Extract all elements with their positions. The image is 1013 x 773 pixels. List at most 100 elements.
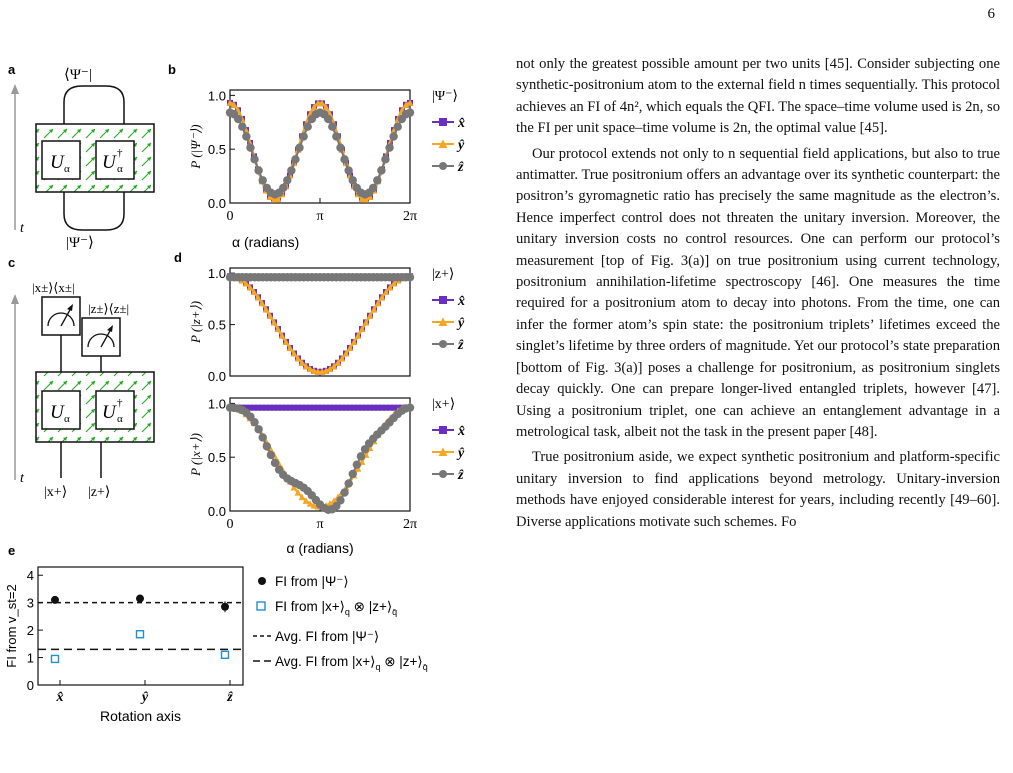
gate1-symbol: U bbox=[50, 402, 65, 423]
data-point bbox=[299, 404, 306, 411]
data-point bbox=[360, 445, 370, 454]
data-point bbox=[233, 114, 243, 124]
data-point bbox=[287, 404, 294, 411]
data-point bbox=[263, 404, 270, 411]
data-point bbox=[370, 305, 378, 313]
series-ŷ bbox=[226, 272, 414, 375]
panel-letter-c: c bbox=[8, 255, 15, 270]
data-point bbox=[242, 279, 250, 287]
data-point bbox=[342, 349, 350, 357]
data-point bbox=[274, 195, 282, 202]
panel-letter-b: b bbox=[168, 62, 176, 77]
paragraph-2: Our protocol extends not only to n seque… bbox=[516, 145, 1000, 440]
data-point bbox=[343, 404, 350, 411]
y-tick-label: 0.5 bbox=[208, 450, 226, 465]
data-point bbox=[266, 312, 274, 319]
data-point bbox=[406, 99, 414, 106]
gate2-sup: † bbox=[117, 147, 123, 159]
data-point bbox=[302, 497, 310, 504]
data-point bbox=[383, 404, 390, 411]
legend-label: ŷ bbox=[456, 316, 465, 331]
gate2-sup: † bbox=[117, 397, 123, 409]
data-point bbox=[344, 479, 353, 488]
y-tick-label: 0.5 bbox=[208, 142, 226, 157]
data-point bbox=[351, 404, 358, 411]
data-point bbox=[336, 143, 345, 152]
chart-e: 0 1 2 3 4 x̂ ŷ ẑ Rotation axis FI from v_st=2 bbox=[4, 566, 244, 724]
data-point bbox=[439, 470, 447, 478]
paragraph-1: not only the greatest possible amount pe… bbox=[516, 56, 1000, 137]
data-point bbox=[375, 404, 382, 411]
data-point bbox=[347, 404, 354, 411]
x-tick-label: π bbox=[316, 209, 323, 224]
data-point bbox=[438, 317, 448, 326]
legend-fi-psi: FI from |Ψ⁻⟩ bbox=[275, 574, 349, 589]
data-point bbox=[303, 122, 312, 131]
y-axis-label: P (|Ψ⁻⟩) bbox=[188, 124, 203, 169]
data-point bbox=[374, 299, 382, 307]
data-point bbox=[51, 595, 59, 604]
series-ẑ bbox=[225, 273, 415, 282]
data-point bbox=[438, 139, 448, 148]
data-point bbox=[356, 452, 366, 461]
data-point bbox=[290, 483, 298, 491]
data-point bbox=[262, 442, 272, 451]
data-point bbox=[282, 338, 290, 345]
data-point bbox=[439, 340, 447, 348]
time-label: t bbox=[20, 221, 25, 236]
gate1-sub: α bbox=[64, 413, 70, 425]
data-point bbox=[378, 293, 386, 301]
x-tick-label: 0 bbox=[227, 209, 234, 224]
data-point bbox=[258, 176, 267, 185]
y-tick-label: 2 bbox=[27, 623, 34, 638]
y-axis-label: P (|z+⟩) bbox=[188, 301, 203, 344]
data-point bbox=[287, 166, 296, 175]
y-tick-label: 4 bbox=[27, 568, 34, 583]
data-point bbox=[382, 288, 390, 296]
legend-marker-fi-psi bbox=[258, 577, 266, 585]
data-point bbox=[299, 132, 308, 141]
data-point bbox=[220, 650, 230, 660]
data-point bbox=[439, 296, 447, 304]
data-point bbox=[251, 404, 258, 411]
series-1 bbox=[50, 630, 230, 664]
panel-letter-a: a bbox=[8, 62, 16, 77]
data-point bbox=[291, 155, 300, 164]
gate1-sub: α bbox=[64, 163, 70, 175]
data-point bbox=[352, 460, 362, 469]
data-point bbox=[286, 344, 294, 351]
data-point bbox=[254, 425, 263, 434]
data-point bbox=[405, 273, 415, 282]
y-tick-label: 0.0 bbox=[208, 196, 226, 211]
data-point bbox=[346, 344, 354, 351]
legend-label: ẑ bbox=[457, 160, 464, 175]
x-tick-label: 2π bbox=[403, 517, 417, 532]
data-point bbox=[385, 143, 394, 152]
y-tick-label: 1 bbox=[27, 651, 34, 666]
plot-frame bbox=[37, 566, 244, 686]
data-point bbox=[230, 101, 238, 108]
plot-frame bbox=[229, 267, 411, 377]
x-tick-label: 0 bbox=[227, 517, 234, 532]
data-point bbox=[438, 447, 448, 456]
data-point bbox=[386, 283, 394, 291]
legend-label: ŷ bbox=[456, 138, 465, 153]
legend-avg-psi: Avg. FI from |Ψ⁻⟩ bbox=[275, 629, 379, 644]
data-point bbox=[250, 418, 259, 427]
input-x-plus: |x+⟩ bbox=[44, 485, 67, 500]
series-line bbox=[229, 101, 411, 201]
y-tick-label: 1.0 bbox=[208, 88, 226, 103]
y-axis-label: FI from v_st=2 bbox=[4, 584, 19, 667]
data-point bbox=[270, 318, 278, 326]
ket-psi-minus: |Ψ⁻⟩ bbox=[66, 235, 94, 251]
data-point bbox=[294, 354, 302, 362]
data-point bbox=[310, 502, 318, 509]
data-point bbox=[362, 318, 370, 326]
data-point bbox=[363, 404, 370, 411]
data-point bbox=[291, 404, 298, 411]
data-point bbox=[221, 602, 229, 611]
data-point bbox=[340, 488, 349, 497]
data-point bbox=[250, 155, 259, 164]
data-point bbox=[366, 312, 374, 319]
data-point bbox=[294, 489, 302, 496]
